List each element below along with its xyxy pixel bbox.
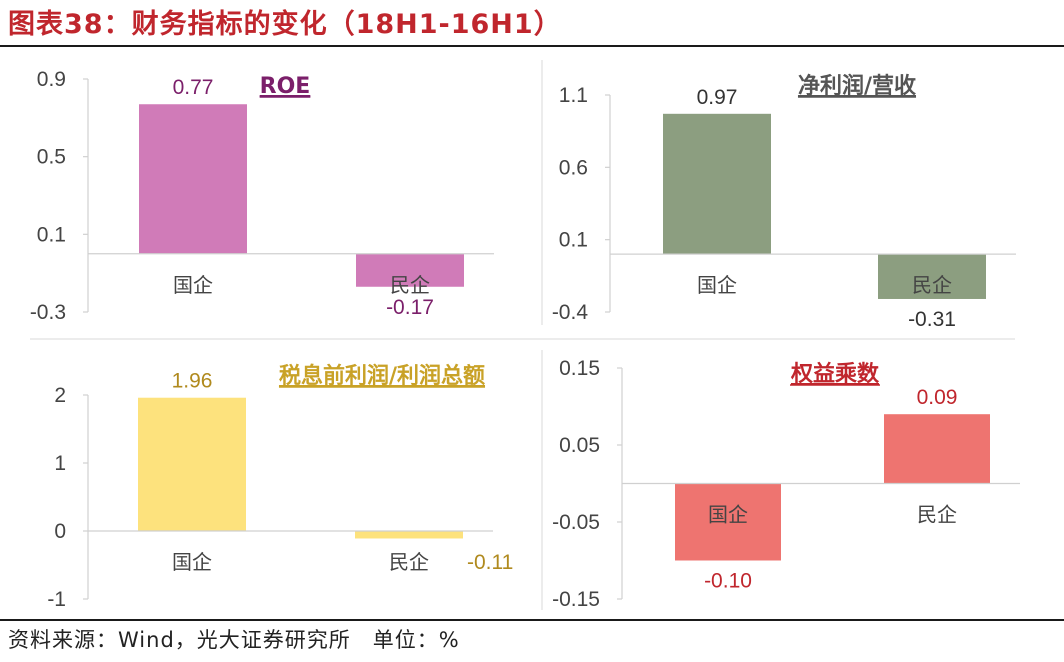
bar-state <box>663 113 771 255</box>
category-label: 民企 <box>917 503 957 527</box>
y-tick-label: 0.1 <box>559 229 588 252</box>
chart-panel-1: 0.9 0.5 0.1 -0.3 国企 民企 0.77 -0.17 ROE <box>30 68 494 324</box>
chart-panel-2: 1.1 0.6 0.1 -0.4 国企 民企 0.97 -0.31 净利润/营收 <box>552 73 1016 331</box>
chart-panel-4: 0.15 0.05 -0.05 -0.15 国企 民企 -0.10 0.09 权益乘数 <box>552 357 1020 611</box>
y-tick-label: 2 <box>54 384 66 407</box>
bar-state <box>138 397 246 531</box>
chart-title: 权益乘数 <box>790 361 880 387</box>
y-tick-label: 0.5 <box>37 146 66 169</box>
bar-private <box>878 254 986 299</box>
chart-title: 税息前利润/利润总额 <box>279 363 485 389</box>
y-tick-label: 0.1 <box>37 223 66 246</box>
category-label: 民企 <box>389 550 429 574</box>
data-label: 1.96 <box>172 370 213 393</box>
source-footer: 资料来源：Wind，光大证券研究所 单位：% <box>8 628 460 652</box>
data-label: 0.97 <box>697 86 738 109</box>
bar-state <box>675 483 781 561</box>
y-tick-label: 1.1 <box>559 84 588 107</box>
y-tick-label: 0.05 <box>559 434 600 457</box>
y-tick-label: 0.9 <box>37 68 66 91</box>
data-label: -0.31 <box>908 308 956 331</box>
y-tick-label: 0 <box>54 520 66 543</box>
bar-private <box>884 414 990 484</box>
chart-title: ROE <box>260 74 311 99</box>
chart-title: 净利润/营收 <box>798 73 916 99</box>
y-tick-label: -0.05 <box>552 511 600 534</box>
category-label: 国企 <box>697 273 737 297</box>
data-label: -0.10 <box>704 570 752 593</box>
footer-rule <box>0 619 1064 621</box>
data-label: 0.09 <box>917 386 958 409</box>
data-label: 0.77 <box>173 76 214 99</box>
title-rule <box>0 45 1064 47</box>
y-tick-label: -0.15 <box>552 588 600 611</box>
figure-title: 图表38：财务指标的变化（18H1-16H1） <box>8 9 562 40</box>
y-tick-label: 0.6 <box>559 156 588 179</box>
y-tick-label: 1 <box>54 452 66 475</box>
bar-state <box>139 104 247 254</box>
chart-panel-3: 2 1 0 -1 国企 民企 1.96 -0.11 税息前利润/利润总额 <box>47 363 513 611</box>
data-label: -0.17 <box>386 296 434 319</box>
category-label: 国企 <box>173 273 213 297</box>
y-tick-label: -1 <box>47 588 66 611</box>
category-label: 国企 <box>172 550 212 574</box>
category-label: 民企 <box>912 273 952 297</box>
y-tick-label: 0.15 <box>559 357 600 380</box>
bar-private <box>355 531 463 539</box>
category-label: 国企 <box>708 503 748 527</box>
y-tick-label: -0.4 <box>552 301 589 324</box>
data-label: -0.11 <box>467 551 513 574</box>
bar-private <box>356 253 464 287</box>
category-label: 民企 <box>390 273 430 297</box>
y-tick-label: -0.3 <box>30 301 66 324</box>
